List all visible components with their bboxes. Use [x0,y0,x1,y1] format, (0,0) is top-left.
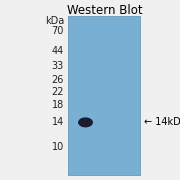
Text: 26: 26 [51,75,64,85]
Ellipse shape [79,118,92,127]
Bar [68,16,140,175]
Text: kDa: kDa [45,16,64,26]
Text: Western Blot: Western Blot [68,4,143,17]
Text: 14: 14 [52,117,64,127]
Text: 10: 10 [52,142,64,152]
Text: 22: 22 [51,87,64,97]
Text: 33: 33 [52,61,64,71]
Text: 44: 44 [52,46,64,56]
Text: ← 14kDa: ← 14kDa [144,117,180,127]
Text: 18: 18 [52,100,64,110]
Text: 70: 70 [51,26,64,37]
